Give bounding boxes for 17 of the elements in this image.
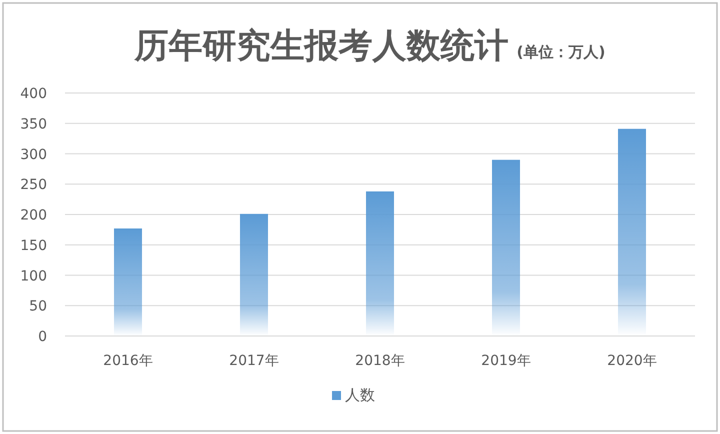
y-tick-label: 400 [20, 86, 47, 102]
x-tick-label: 2016年 [103, 353, 153, 369]
title: 历年研究生报考人数统计 (单位：万人) [134, 26, 606, 66]
legend: 人数 [332, 386, 375, 404]
y-tick-label: 0 [38, 329, 47, 345]
y-tick-label: 50 [29, 298, 47, 315]
x-tick-label: 2018年 [355, 353, 405, 369]
y-tick-label: 350 [20, 116, 47, 132]
x-tick-label: 2020年 [607, 353, 657, 369]
y-tick-label: 200 [20, 208, 47, 224]
x-tick-label: 2017年 [229, 353, 279, 369]
y-tick-label: 150 [20, 238, 47, 254]
y-tick-label: 100 [20, 268, 47, 284]
y-tick-label: 300 [20, 146, 47, 163]
y-tick-label: 250 [20, 177, 47, 194]
legend-label: 人数 [345, 386, 375, 404]
x-tick-label: 2019年 [481, 353, 531, 369]
